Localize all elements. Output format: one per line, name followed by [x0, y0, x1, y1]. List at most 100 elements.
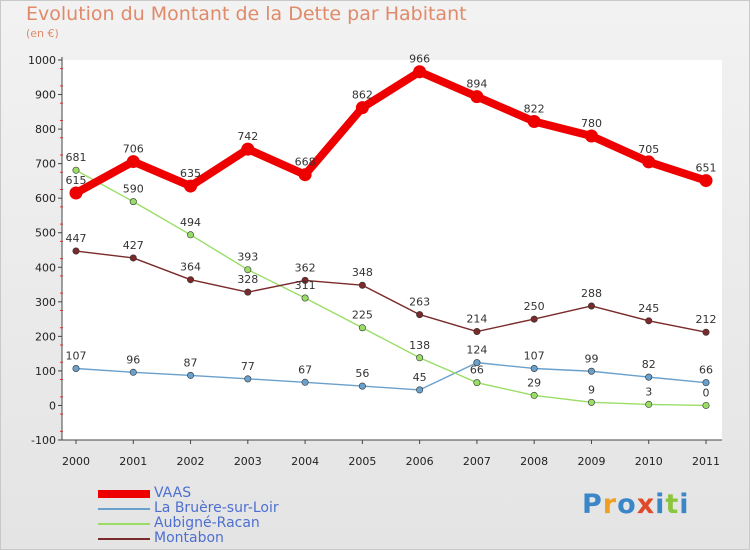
- data-label: 328: [237, 273, 258, 286]
- x-tick-label: 2010: [635, 455, 663, 468]
- x-tick-label: 2003: [234, 455, 262, 468]
- data-point: [642, 155, 656, 169]
- logo-letter: P: [582, 489, 603, 520]
- data-point: [416, 386, 424, 394]
- chart-legend: VAAS La Bruère-sur-Loir Aubigné-Racan Monta…: [98, 486, 279, 546]
- data-label: 681: [66, 151, 87, 164]
- data-label: 66: [470, 364, 484, 377]
- data-label: 107: [66, 349, 87, 362]
- y-tick-label: 100: [35, 365, 56, 378]
- y-tick-label: 500: [35, 227, 56, 240]
- data-label: 250: [524, 300, 545, 313]
- data-point: [473, 328, 481, 336]
- x-tick-label: 2007: [463, 455, 491, 468]
- data-label: 966: [409, 53, 430, 66]
- series-line-0: [72, 67, 710, 197]
- data-point: [473, 359, 481, 367]
- data-point: [301, 276, 309, 284]
- logo-letter: r: [602, 489, 618, 520]
- data-point: [702, 328, 710, 336]
- legend-swatch: [98, 522, 150, 525]
- data-point: [699, 174, 713, 188]
- x-tick-label: 2002: [177, 455, 205, 468]
- x-tick-label: 2001: [119, 455, 147, 468]
- data-point: [645, 400, 653, 408]
- data-label: 9: [588, 383, 595, 396]
- data-label: 0: [703, 386, 710, 399]
- data-point: [413, 65, 427, 79]
- data-label: 348: [352, 266, 373, 279]
- data-point: [473, 379, 481, 387]
- data-label: 66: [699, 364, 713, 377]
- y-tick-label: 200: [35, 330, 56, 343]
- data-point: [187, 276, 195, 284]
- data-label: 77: [241, 360, 255, 373]
- legend-label: Montabon: [154, 530, 224, 546]
- data-label: 87: [184, 356, 198, 369]
- data-label: 82: [642, 358, 656, 371]
- data-point: [301, 378, 309, 386]
- data-label: 362: [295, 261, 316, 274]
- legend-swatch: [98, 489, 150, 498]
- data-label: 393: [237, 251, 258, 264]
- data-label: 263: [409, 296, 430, 309]
- data-label: 56: [355, 367, 369, 380]
- y-tick-label: 900: [35, 89, 56, 102]
- legend-item: Aubigné-Racan: [98, 516, 279, 531]
- x-tick-label: 2008: [520, 455, 548, 468]
- legend-item: La Bruère-sur-Loir: [98, 501, 279, 516]
- y-tick-label: 0: [49, 399, 56, 412]
- data-label: 3: [645, 385, 652, 398]
- data-point: [645, 373, 653, 381]
- data-point: [244, 266, 252, 274]
- proxiti-logo: Proxiti: [582, 489, 690, 520]
- data-point: [72, 364, 80, 372]
- data-label: 214: [466, 313, 487, 326]
- data-label: 96: [126, 353, 140, 366]
- data-point: [358, 382, 366, 390]
- data-point: [587, 367, 595, 375]
- x-tick-label: 2009: [577, 455, 605, 468]
- logo-letter: x: [636, 489, 656, 520]
- data-point: [358, 324, 366, 332]
- data-label: 615: [66, 174, 87, 187]
- x-tick-label: 2000: [62, 455, 90, 468]
- y-tick-label: 300: [35, 296, 56, 309]
- data-point: [184, 179, 198, 193]
- data-point: [702, 379, 710, 387]
- data-point: [298, 168, 312, 182]
- data-label: 29: [527, 376, 541, 389]
- x-tick-label: 2004: [291, 455, 319, 468]
- data-label: 288: [581, 287, 602, 300]
- legend-swatch: [98, 537, 150, 540]
- data-point: [129, 254, 137, 262]
- data-label: 447: [66, 232, 87, 245]
- data-point: [72, 247, 80, 255]
- logo-letter: i: [679, 489, 690, 520]
- data-label: 742: [237, 130, 258, 143]
- y-tick-label: 800: [35, 123, 56, 136]
- data-label: 107: [524, 349, 545, 362]
- data-point: [358, 281, 366, 289]
- data-point: [355, 101, 369, 115]
- data-point: [530, 315, 538, 323]
- data-point: [645, 317, 653, 325]
- data-label: 225: [352, 309, 373, 322]
- series-line-3: [75, 250, 707, 333]
- data-point: [527, 114, 541, 128]
- data-point: [702, 401, 710, 409]
- data-label: 494: [180, 216, 201, 229]
- series-line-1: [75, 361, 707, 391]
- data-point: [129, 198, 137, 206]
- data-label: 822: [524, 102, 545, 115]
- data-point: [126, 155, 140, 169]
- data-label: 894: [466, 78, 487, 91]
- data-point: [241, 142, 255, 156]
- data-point: [301, 294, 309, 302]
- data-label: 651: [696, 162, 717, 175]
- legend-label: VAAS: [154, 485, 192, 501]
- data-label: 212: [696, 313, 717, 326]
- data-label: 635: [180, 167, 201, 180]
- y-tick-label: 400: [35, 261, 56, 274]
